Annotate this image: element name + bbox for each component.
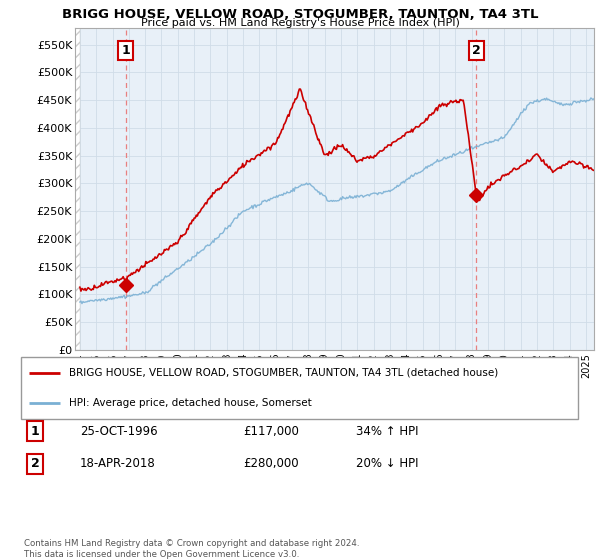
- Text: 1: 1: [121, 44, 130, 57]
- FancyBboxPatch shape: [21, 357, 578, 419]
- Text: 1: 1: [31, 425, 39, 438]
- Text: 34% ↑ HPI: 34% ↑ HPI: [356, 425, 419, 438]
- Text: 2: 2: [31, 457, 39, 470]
- Text: 18-APR-2018: 18-APR-2018: [80, 457, 156, 470]
- Text: Price paid vs. HM Land Registry's House Price Index (HPI): Price paid vs. HM Land Registry's House …: [140, 18, 460, 29]
- Text: 2: 2: [472, 44, 481, 57]
- Text: £280,000: £280,000: [244, 457, 299, 470]
- Text: £117,000: £117,000: [244, 425, 299, 438]
- Text: BRIGG HOUSE, VELLOW ROAD, STOGUMBER, TAUNTON, TA4 3TL (detached house): BRIGG HOUSE, VELLOW ROAD, STOGUMBER, TAU…: [69, 368, 498, 378]
- Text: Contains HM Land Registry data © Crown copyright and database right 2024.
This d: Contains HM Land Registry data © Crown c…: [24, 539, 359, 559]
- Text: HPI: Average price, detached house, Somerset: HPI: Average price, detached house, Some…: [69, 398, 311, 408]
- Text: 20% ↓ HPI: 20% ↓ HPI: [356, 457, 419, 470]
- Text: 25-OCT-1996: 25-OCT-1996: [80, 425, 158, 438]
- Text: BRIGG HOUSE, VELLOW ROAD, STOGUMBER, TAUNTON, TA4 3TL: BRIGG HOUSE, VELLOW ROAD, STOGUMBER, TAU…: [62, 8, 538, 21]
